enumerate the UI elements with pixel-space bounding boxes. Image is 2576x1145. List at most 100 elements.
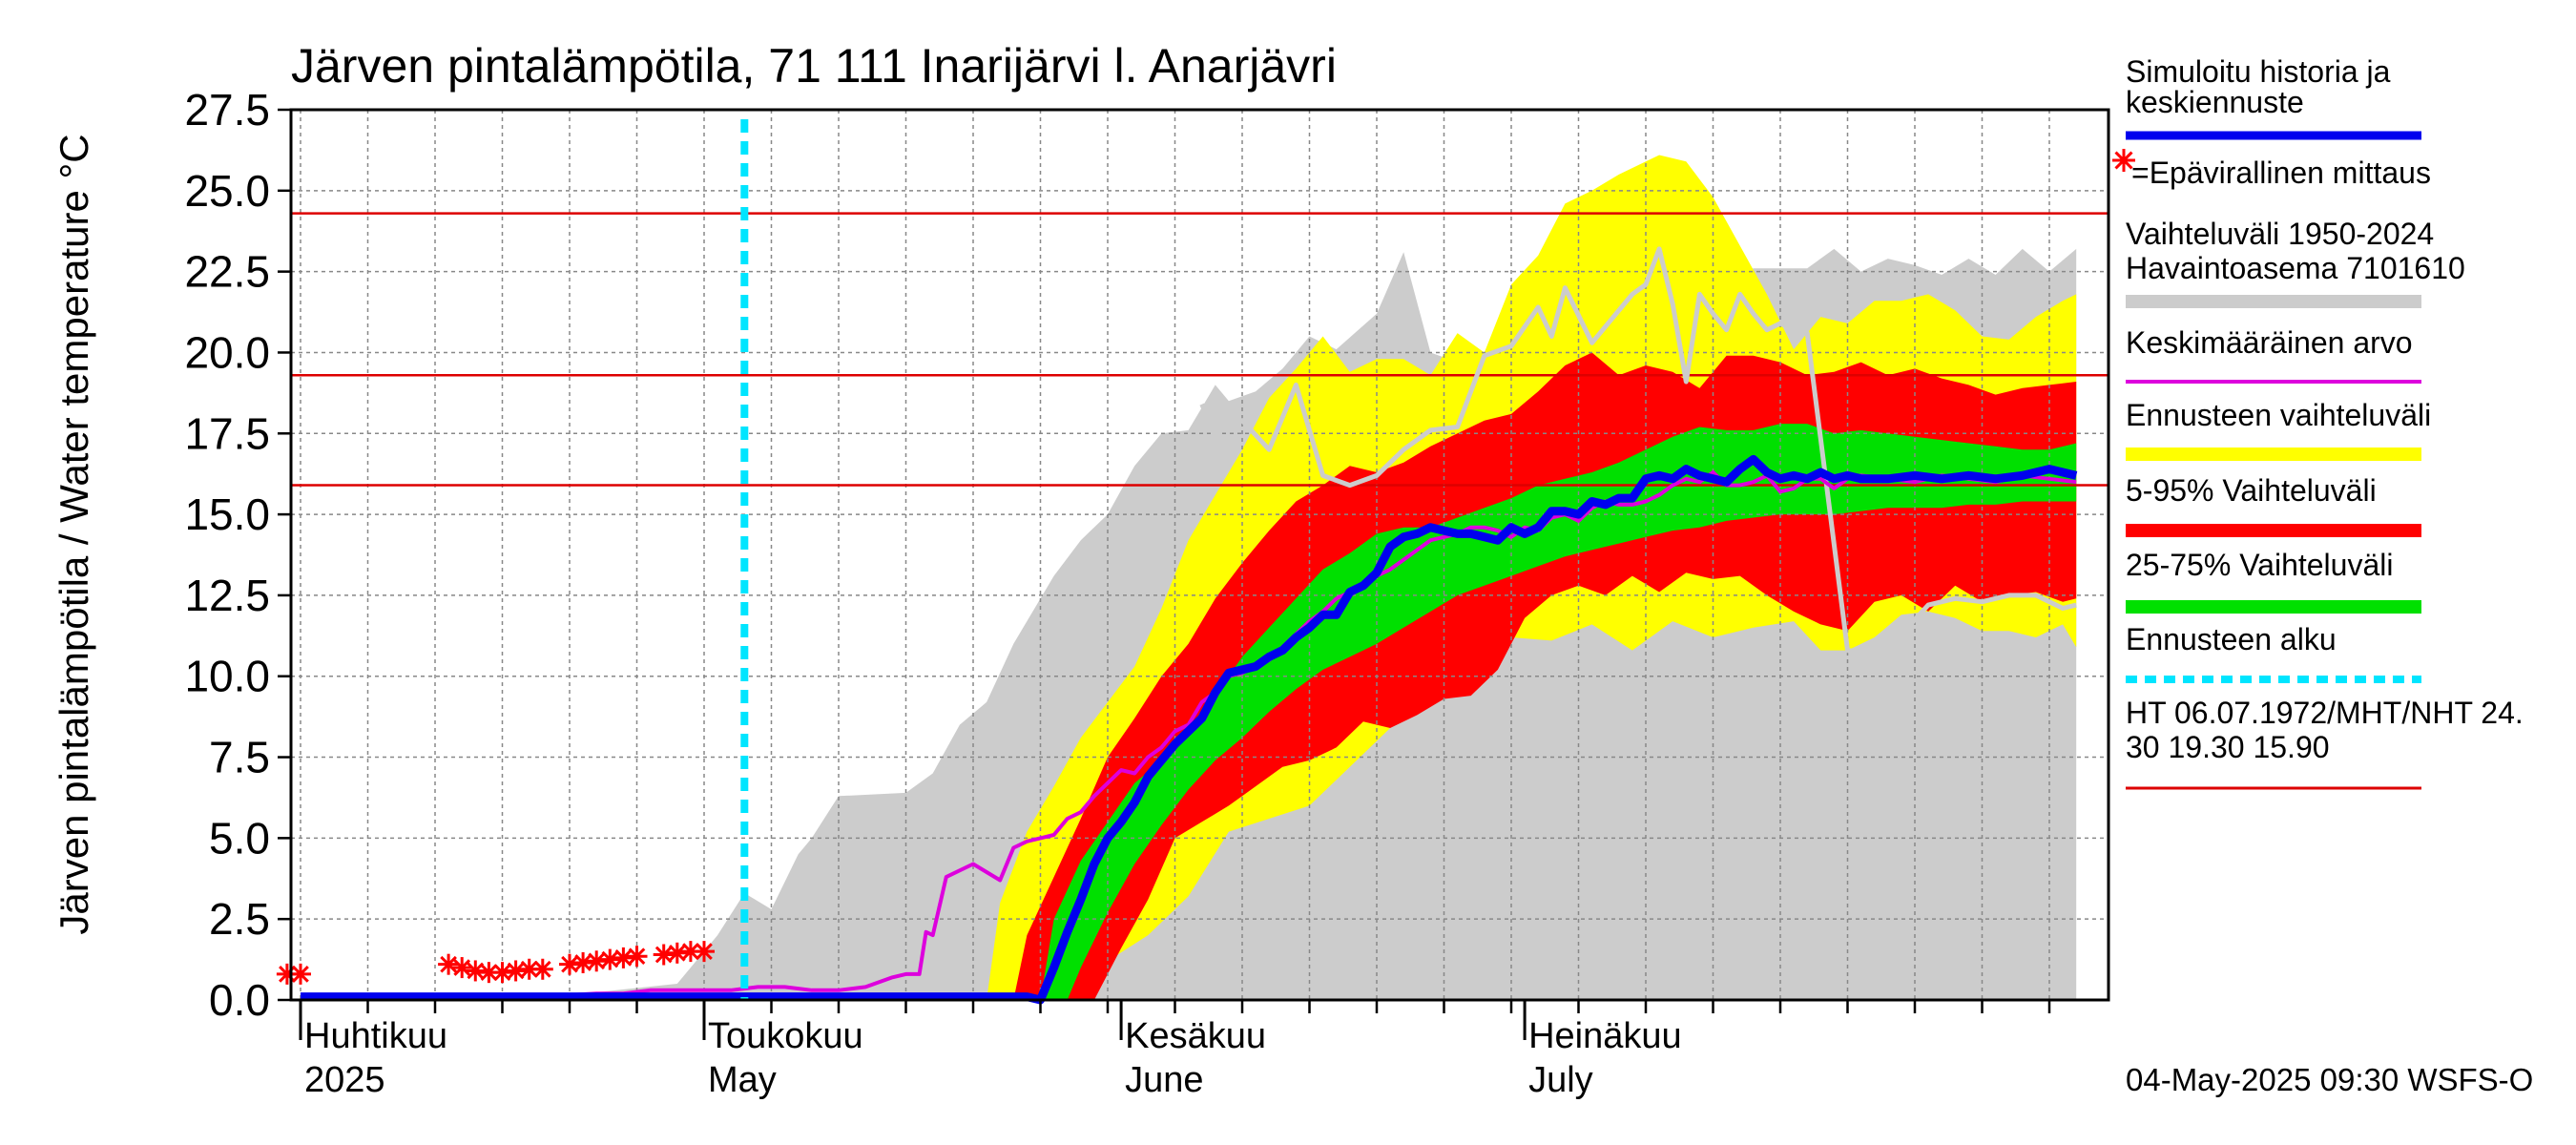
y-tick-label: 2.5 — [209, 894, 270, 944]
observation-marker — [438, 953, 460, 975]
p25-75-band — [1040, 424, 2077, 1001]
y-tick-label: 15.0 — [184, 489, 270, 539]
mean-line — [301, 470, 2077, 999]
y-tick-label: 7.5 — [209, 733, 270, 782]
chart-title: Järven pintalämpötila, 71 111 Inarijärvi… — [291, 39, 1337, 93]
observation-marker — [572, 951, 594, 973]
observation-marker — [626, 946, 648, 968]
plot-frame — [289, 108, 2110, 1002]
asterisk-stroke — [614, 949, 633, 967]
lines-layer — [276, 119, 2078, 1005]
observation-marker — [679, 941, 701, 963]
legend-label: 25-75% Vaihteluväli — [2126, 548, 2393, 582]
asterisk-stroke — [507, 962, 525, 980]
y-tick-label: 12.5 — [184, 571, 270, 620]
legend-label: Vaihteluväli 1950-2024 — [2126, 217, 2434, 251]
asterisk-stroke — [453, 959, 471, 976]
observation-marker — [465, 960, 487, 982]
observation-marker — [694, 941, 715, 963]
legend-item-forecast_range: Ennusteen vaihteluväli — [2126, 398, 2431, 461]
history-mean-line — [1199, 246, 2077, 656]
y-tick-label: 10.0 — [184, 652, 270, 701]
legend-label: =Epävirallinen mittaus — [2131, 156, 2431, 190]
observation-marker — [666, 942, 688, 964]
bands-layer — [301, 155, 2077, 1001]
asterisk-stroke — [668, 944, 686, 962]
legend-item-unofficial: =Epävirallinen mittaus — [2112, 149, 2431, 190]
y-tick-label: 22.5 — [184, 247, 270, 297]
asterisk-stroke — [2114, 151, 2133, 170]
legend-swatch — [2126, 524, 2421, 537]
month-label-fi: Heinäkuu — [1528, 1016, 1682, 1056]
observation-marker — [478, 962, 500, 984]
legend-swatch — [2126, 448, 2421, 461]
asterisk-stroke — [533, 960, 551, 978]
legend-item-forecast_start: Ennusteen alku — [2126, 622, 2421, 683]
asterisk-stroke — [520, 960, 538, 978]
asterisk-stroke — [588, 952, 606, 970]
asterisk-stroke — [574, 954, 592, 971]
legend-label: Ennusteen alku — [2126, 622, 2337, 656]
legend-item-mean: Keskimääräinen arvo — [2126, 325, 2421, 384]
asterisk-stroke — [696, 943, 713, 960]
asterisk-stroke — [440, 955, 457, 973]
y-tick-label: 5.0 — [209, 813, 270, 863]
asterisk-stroke — [292, 966, 309, 983]
legend-asterisk-icon — [2112, 149, 2135, 172]
legend-item-history: Vaihteluväli 1950-2024 Havaintoasema 710… — [2126, 217, 2465, 308]
observation-marker — [653, 944, 675, 966]
axes-layer — [278, 108, 2110, 1040]
asterisk-stroke — [493, 964, 511, 982]
reference-lines-layer — [291, 212, 2109, 487]
asterisk-stroke — [654, 946, 673, 964]
month-label-fi: Kesäkuu — [1125, 1016, 1266, 1056]
legend-label: Havaintoasema 7101610 — [2126, 251, 2465, 285]
observation-marker — [491, 962, 513, 984]
month-label-fi: Huhtikuu — [304, 1016, 447, 1056]
legend-label: HT 06.07.1972/MHT/NHT 24. — [2126, 696, 2524, 730]
legend-item-p25_75: 25-75% Vaihteluväli — [2126, 548, 2421, 614]
simulated-line — [301, 454, 2078, 1005]
observation-marker — [599, 948, 621, 970]
legend-label: keskiennuste — [2126, 85, 2304, 119]
legend-item-ht: HT 06.07.1972/MHT/NHT 24.30 19.30 15.90 — [2126, 696, 2524, 790]
legend-label: Keskimääräinen arvo — [2126, 325, 2413, 360]
y-tick-label: 20.0 — [184, 327, 270, 377]
observation-marker — [613, 947, 634, 968]
month-label-en: 2025 — [304, 1060, 385, 1100]
legend-label: 30 19.30 15.90 — [2126, 730, 2330, 764]
legend-label: 5-95% Vaihteluväli — [2126, 473, 2377, 508]
asterisk-stroke — [628, 947, 646, 966]
legend-label: Ennusteen vaihteluväli — [2126, 398, 2431, 432]
y-tick-label: 25.0 — [184, 166, 270, 216]
month-label-en: June — [1125, 1060, 1203, 1100]
observation-marker — [290, 963, 311, 985]
y-tick-labels: 0.0 2.5 5.0 7.5 10.0 12.5 15.0 17.5 20.0 22.5 25.0… — [184, 85, 270, 1025]
observation-marker — [586, 950, 608, 972]
y-tick-label: 17.5 — [184, 408, 270, 458]
legend-item-p5_95: 5-95% Vaihteluväli — [2126, 473, 2421, 537]
asterisk-stroke — [601, 950, 619, 968]
legend-swatch — [2126, 295, 2421, 308]
y-tick-label: 0.0 — [209, 975, 270, 1025]
asterisk-stroke — [480, 964, 498, 982]
month-label-en: July — [1528, 1060, 1593, 1100]
observation-marker — [559, 953, 580, 975]
observation-marker — [531, 958, 553, 980]
asterisk-stroke — [561, 955, 578, 973]
y-axis-label: Järven pintalämpötila / Water temperatur… — [52, 134, 96, 934]
legend-swatch — [2126, 600, 2421, 614]
month-label-en: May — [708, 1060, 777, 1100]
asterisk-stroke — [682, 943, 699, 960]
month-label-fi: Toukokuu — [708, 1016, 863, 1056]
observation-marker — [451, 957, 473, 979]
footer-timestamp: 04-May-2025 09:30 WSFS-O — [2126, 1062, 2533, 1097]
legend-label: Simuloitu historia ja — [2126, 54, 2391, 89]
y-tick-label: 27.5 — [184, 85, 270, 135]
observation-marker — [505, 960, 527, 982]
asterisk-stroke — [467, 962, 485, 980]
